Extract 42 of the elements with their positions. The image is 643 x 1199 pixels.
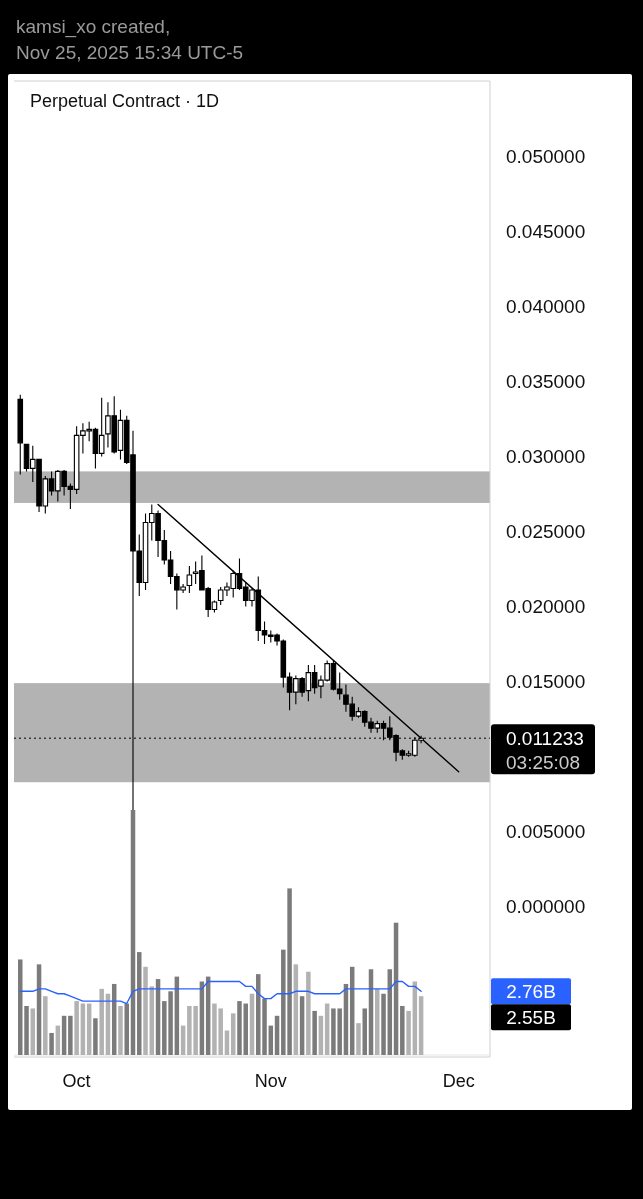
bar xyxy=(375,988,380,1055)
bar xyxy=(306,971,311,1055)
bar xyxy=(406,1010,411,1055)
x-tick-label: Nov xyxy=(254,1071,287,1091)
y-tick-label: 0.030000 xyxy=(506,445,586,467)
bar xyxy=(356,1023,361,1055)
text: kamsi_xo created, xyxy=(16,16,171,38)
y-tick-label: 0.040000 xyxy=(506,295,586,317)
y-tick-label: 0.035000 xyxy=(506,370,586,392)
bar xyxy=(362,1008,367,1055)
bar xyxy=(43,996,48,1055)
ref-line-label: 0.011233 xyxy=(506,728,584,750)
bar xyxy=(68,1015,73,1055)
y-tick-label: 0.005000 xyxy=(506,821,586,843)
x-tick-label: Dec xyxy=(442,1071,475,1091)
bar xyxy=(312,1010,317,1055)
bar xyxy=(93,1018,98,1055)
x-tick-label: Oct xyxy=(62,1071,91,1091)
bar xyxy=(381,993,386,1055)
y-tick-label: 0.020000 xyxy=(506,596,586,618)
y-tick-label: 0.025000 xyxy=(506,520,586,542)
bar xyxy=(74,1001,79,1055)
text: 2.76B xyxy=(506,981,556,1003)
y-tick-label: 0.015000 xyxy=(506,671,586,693)
bar xyxy=(230,1013,236,1055)
candlestick xyxy=(186,565,193,594)
text: 03:25:08 xyxy=(506,752,580,774)
y-tick-label: 0.050000 xyxy=(506,145,586,167)
y-tick-label: 0.045000 xyxy=(506,220,586,242)
text: Perpetual Contract · 1D xyxy=(30,91,220,111)
candlestick xyxy=(17,394,24,475)
bar xyxy=(137,952,142,1055)
bar xyxy=(118,1006,123,1055)
text: 2.55B xyxy=(506,1007,556,1029)
bar xyxy=(49,1032,54,1055)
y-tick-label: 0.000000 xyxy=(506,896,586,918)
bar xyxy=(400,1006,405,1055)
bar xyxy=(99,988,104,1055)
text: Nov 25, 2025 15:34 UTC-5 xyxy=(16,42,244,63)
bar xyxy=(124,1003,129,1055)
bar xyxy=(30,1008,36,1055)
bar xyxy=(143,966,148,1055)
